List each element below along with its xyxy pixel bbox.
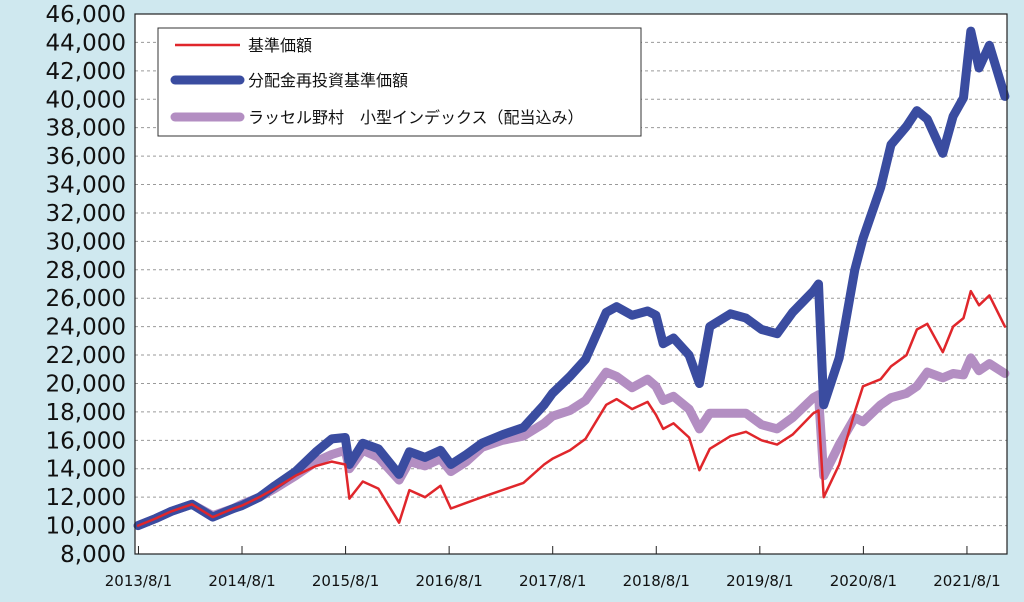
x-axis-ticks: 2013/8/1 2014/8/1 2015/8/1 2016/8/1 2017/8/1… (105, 546, 1001, 590)
y-tick-label: 26,000 (46, 286, 126, 312)
y-tick-label: 36,000 (46, 144, 126, 170)
y-tick-label: 18,000 (46, 400, 126, 426)
legend-label-1: 分配金再投資基準価額 (248, 71, 408, 90)
y-tick-label: 38,000 (46, 116, 126, 142)
y-tick-label: 42,000 (46, 59, 126, 85)
y-tick-label: 14,000 (46, 457, 126, 483)
plot-frame (134, 13, 1008, 555)
x-tick-label: 2016/8/1 (415, 572, 482, 590)
y-tick-label: 12,000 (46, 485, 126, 511)
legend-label-2: ラッセル野村 小型インデックス（配当込み） (248, 108, 584, 127)
legend-label-0: 基準価額 (248, 36, 312, 55)
x-tick-label: 2015/8/1 (312, 572, 379, 590)
x-tick-label: 2018/8/1 (623, 572, 690, 590)
legend: 基準価額 分配金再投資基準価額 ラッセル野村 小型インデックス（配当込み） (157, 27, 642, 137)
x-tick-label: 2014/8/1 (208, 572, 275, 590)
y-tick-label: 8,000 (60, 542, 126, 568)
series-line-2 (133, 353, 1010, 531)
y-tick-label: 34,000 (46, 173, 126, 199)
y-tick-label: 10,000 (46, 514, 126, 540)
y-tick-label: 22,000 (46, 343, 126, 369)
series-line-1 (133, 26, 1010, 531)
y-tick-label: 16,000 (46, 428, 126, 454)
x-tick-label: 2013/8/1 (105, 572, 172, 590)
x-tick-label: 2020/8/1 (830, 572, 897, 590)
x-tick-label: 2021/8/1 (933, 572, 1000, 590)
y-tick-label: 30,000 (46, 229, 126, 255)
y-tick-label: 40,000 (46, 87, 126, 113)
y-tick-label: 24,000 (46, 315, 126, 341)
y-tick-label: 32,000 (46, 201, 126, 227)
x-tick-label: 2017/8/1 (519, 572, 586, 590)
y-tick-label: 28,000 (46, 258, 126, 284)
y-tick-label: 44,000 (46, 30, 126, 56)
y-tick-label: 46,000 (46, 2, 126, 28)
y-tick-label: 20,000 (46, 371, 126, 397)
x-tick-label: 2019/8/1 (726, 572, 793, 590)
series-line-0 (136, 289, 1007, 527)
series-lines (133, 26, 1010, 531)
